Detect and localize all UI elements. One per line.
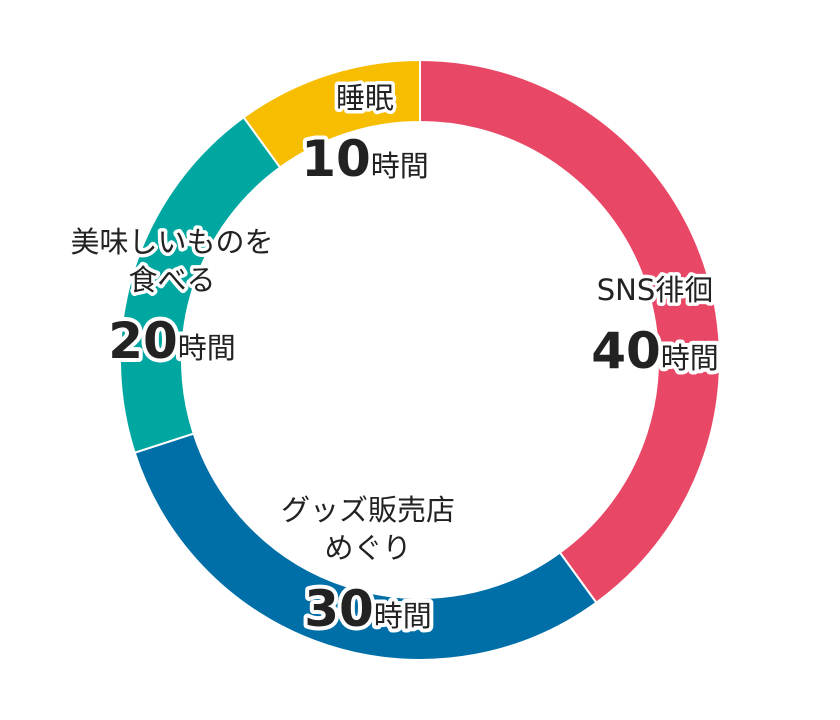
- slice-value-2: 30時間: [304, 580, 432, 638]
- slice-label-3-line-2: 食べる: [128, 263, 215, 297]
- slice-label-3-line-1: 美味しいものを: [70, 225, 273, 259]
- slice-4: [242, 58, 421, 169]
- donut-slices: [119, 58, 721, 661]
- slice-2: [133, 432, 598, 661]
- slice-label-2-line-1: グッズ販売店: [281, 493, 455, 527]
- slice-label-2-line-2: めぐり: [324, 531, 411, 565]
- slice-label-1-line-1: SNS徘徊: [597, 273, 714, 307]
- slice-value-4: 10時間: [301, 130, 429, 188]
- slice-value-1: 40時間: [591, 322, 719, 380]
- slice-value-3: 20時間: [108, 312, 236, 370]
- slice-1: [419, 58, 721, 605]
- slice-label-4-line-1: 睡眠: [336, 81, 394, 115]
